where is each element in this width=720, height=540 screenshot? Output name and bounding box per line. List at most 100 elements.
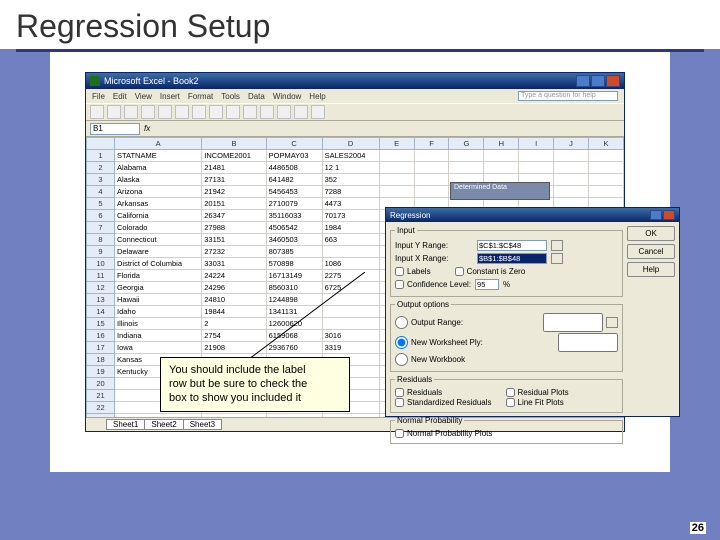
fx-icon[interactable]: fx [144, 124, 150, 133]
new-ply-radio[interactable] [395, 336, 408, 349]
tb-sort-icon[interactable] [294, 105, 308, 119]
tab-sheet2[interactable]: Sheet2 [144, 419, 183, 430]
callout-box: You should include the label row but be … [160, 357, 350, 412]
normal-plots-checkbox[interactable] [395, 429, 404, 438]
tb-undo-icon[interactable] [243, 105, 257, 119]
confidence-pct: % [503, 280, 510, 289]
labels-label: Labels [407, 267, 431, 276]
residual-plots-label: Residual Plots [518, 388, 569, 397]
tb-cut-icon[interactable] [192, 105, 206, 119]
menu-edit[interactable]: Edit [113, 92, 127, 101]
callout-line-2: row but be sure to check the [169, 378, 341, 392]
menu-window[interactable]: Window [273, 92, 301, 101]
callout-line-3: box to show you included it [169, 392, 341, 406]
regression-titlebar: Regression [386, 208, 679, 222]
tb-save-icon[interactable] [124, 105, 138, 119]
menu-tools[interactable]: Tools [221, 92, 240, 101]
tab-sheet3[interactable]: Sheet3 [183, 419, 222, 430]
content-area: Microsoft Excel - Book2 File Edit View I… [50, 52, 670, 472]
new-workbook-label: New Workbook [411, 355, 465, 364]
constant-zero-checkbox[interactable] [455, 267, 464, 276]
tb-spell-icon[interactable] [175, 105, 189, 119]
residuals-legend: Residuals [395, 375, 434, 384]
ok-button[interactable]: OK [627, 226, 675, 241]
determined-data-panel[interactable]: Determined Data [450, 182, 550, 200]
table-row[interactable]: 1STATNAMEINCOME2001POPMAY03SALES2004 [87, 150, 624, 162]
tb-chart-icon[interactable] [311, 105, 325, 119]
excel-titlebar: Microsoft Excel - Book2 [86, 73, 624, 89]
output-legend: Output options [395, 300, 451, 309]
excel-icon [90, 76, 100, 86]
output-group: Output options Output Range: New Workshe… [390, 300, 623, 372]
callout-line-1: You should include the label [169, 364, 341, 378]
tb-new-icon[interactable] [90, 105, 104, 119]
tab-sheet1[interactable]: Sheet1 [106, 419, 145, 430]
y-range-ref-icon[interactable] [551, 240, 563, 251]
new-ply-label: New Worksheet Ply: [411, 338, 483, 347]
formula-bar: B1 fx [86, 121, 624, 137]
std-residuals-checkbox[interactable] [395, 398, 404, 407]
normal-prob-legend: Normal Probability [395, 416, 464, 425]
minimize-button[interactable] [576, 75, 590, 87]
normal-plots-label: Normal Probability Plots [407, 429, 492, 438]
help-search-box[interactable]: Type a question for help [518, 91, 618, 101]
output-range-radio[interactable] [395, 316, 408, 329]
menu-view[interactable]: View [135, 92, 152, 101]
residuals-group: Residuals Residuals Standardized Residua… [390, 375, 623, 413]
name-box[interactable]: B1 [90, 123, 140, 135]
tb-print-icon[interactable] [141, 105, 155, 119]
new-workbook-radio[interactable] [395, 353, 408, 366]
y-range-input[interactable] [477, 240, 547, 251]
tb-sum-icon[interactable] [277, 105, 291, 119]
output-range-label: Output Range: [411, 318, 463, 327]
menu-insert[interactable]: Insert [160, 92, 180, 101]
normal-prob-group: Normal Probability Normal Probability Pl… [390, 416, 623, 444]
confidence-input[interactable] [475, 279, 499, 290]
output-range-input[interactable] [543, 313, 603, 332]
tb-paste-icon[interactable] [226, 105, 240, 119]
menu-help[interactable]: Help [309, 92, 325, 101]
confidence-label: Confidence Level: [407, 280, 471, 289]
table-row[interactable]: 2Alabama21481448650812 1 [87, 162, 624, 174]
input-legend: Input [395, 226, 417, 235]
x-range-ref-icon[interactable] [551, 253, 563, 264]
determined-data-label: Determined Data [454, 184, 507, 191]
callout-arrow [245, 272, 365, 362]
excel-title: Microsoft Excel - Book2 [104, 76, 199, 86]
residuals-checkbox[interactable] [395, 388, 404, 397]
new-ply-input[interactable] [558, 333, 618, 352]
constant-zero-label: Constant is Zero [467, 267, 526, 276]
cancel-button[interactable]: Cancel [627, 244, 675, 259]
std-residuals-label: Standardized Residuals [407, 398, 492, 407]
menu-format[interactable]: Format [188, 92, 213, 101]
regression-dialog: Regression Input Input Y Range: Input X … [385, 207, 680, 417]
x-range-input[interactable] [477, 253, 547, 264]
maximize-button[interactable] [591, 75, 605, 87]
input-group: Input Input Y Range: Input X Range: Labe… [390, 226, 623, 297]
confidence-checkbox[interactable] [395, 280, 404, 289]
tb-copy-icon[interactable] [209, 105, 223, 119]
regression-title: Regression [390, 211, 430, 220]
toolbar-1 [86, 103, 624, 121]
dialog-help-button[interactable] [650, 210, 662, 220]
close-button[interactable] [606, 75, 620, 87]
page-number: 26 [690, 522, 706, 534]
line-fit-label: Line Fit Plots [518, 398, 564, 407]
window-buttons [576, 75, 620, 87]
tb-redo-icon[interactable] [260, 105, 274, 119]
residuals-label: Residuals [407, 388, 442, 397]
y-range-label: Input Y Range: [395, 241, 473, 250]
line-fit-checkbox[interactable] [506, 398, 515, 407]
dialog-close-button[interactable] [663, 210, 675, 220]
tb-preview-icon[interactable] [158, 105, 172, 119]
residual-plots-checkbox[interactable] [506, 388, 515, 397]
labels-checkbox[interactable] [395, 267, 404, 276]
menu-file[interactable]: File [92, 92, 105, 101]
help-button[interactable]: Help [627, 262, 675, 277]
tb-open-icon[interactable] [107, 105, 121, 119]
menu-data[interactable]: Data [248, 92, 265, 101]
slide-title: Regression Setup [16, 8, 704, 45]
menu-bar: File Edit View Insert Format Tools Data … [86, 89, 624, 103]
output-range-ref-icon[interactable] [606, 317, 618, 328]
x-range-label: Input X Range: [395, 254, 473, 263]
